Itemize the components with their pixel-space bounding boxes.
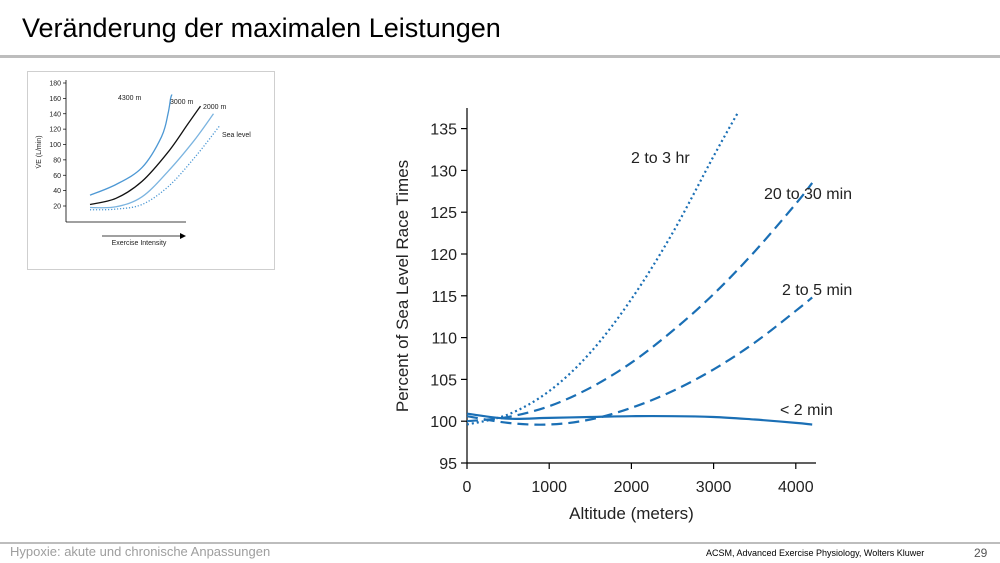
series-line-2-to-3-hr: [466, 111, 740, 426]
source-citation: ACSM, Advanced Exercise Physiology, Wolt…: [706, 548, 925, 558]
x-tick-label: 3000: [696, 479, 732, 496]
inset-y-tick-label: 180: [49, 81, 61, 88]
inset-y-tick-label: 140: [49, 111, 61, 118]
inset-y-tick-label: 80: [53, 157, 61, 164]
y-tick-label: 100: [430, 414, 457, 431]
inset-series-label-4300-m: 4300 m: [118, 95, 142, 102]
series-line-2-min: [466, 412, 813, 426]
x-tick-label: 4000: [778, 479, 814, 496]
inset-x-axis-label: Exercise Intensity: [112, 240, 167, 247]
x-tick-label: 2000: [614, 479, 650, 496]
inset-y-tick-label: 40: [53, 188, 61, 195]
x-axis-label: Altitude (meters): [569, 504, 694, 523]
series-label-2-to-5-min: 2 to 5 min: [782, 282, 852, 299]
series-label-2-min: < 2 min: [780, 402, 833, 419]
y-tick-label: 130: [430, 163, 457, 180]
inset-series-line-sea-level: [89, 124, 221, 211]
title-divider: [0, 55, 1000, 58]
page-number: 29: [974, 546, 988, 560]
inset-series-line-3000-m: [89, 105, 202, 206]
y-tick-label: 95: [439, 456, 457, 473]
inset-series-line-4300-m: [89, 94, 173, 196]
y-tick-label: 135: [430, 122, 457, 139]
footer-topic: Hypoxie: akute und chronische Anpassunge…: [10, 544, 271, 559]
inset-series-line-2000-m: [89, 113, 215, 209]
series-label-20-to-30-min: 20 to 30 min: [764, 186, 852, 203]
inset-y-tick-label: 60: [53, 173, 61, 180]
y-axis-label: Percent of Sea Level Race Times: [393, 160, 412, 412]
inset-y-tick-label: 20: [53, 204, 61, 211]
y-tick-label: 125: [430, 205, 457, 222]
inset-series-label-3000-m: 3000 m: [170, 99, 194, 106]
x-tick-label: 0: [463, 479, 472, 496]
y-tick-label: 120: [430, 247, 457, 264]
inset-arrowhead-icon: [180, 233, 186, 239]
inset-y-tick-label: 160: [49, 96, 61, 103]
series-line-20-to-30-min: [466, 182, 814, 423]
footer-divider: [0, 542, 1000, 544]
inset-series-label-sea-level: Sea level: [222, 132, 251, 139]
slide-title: Veränderung der maximalen Leistungen: [22, 13, 501, 43]
ventilation-chart-frame: [27, 71, 275, 270]
series-label-2-to-3-hr: 2 to 3 hr: [631, 150, 690, 167]
inset-y-tick-label: 120: [49, 127, 61, 134]
y-tick-label: 105: [430, 372, 457, 389]
y-tick-label: 115: [431, 289, 457, 306]
inset-y-axis-label: V̇E (L/min): [35, 135, 43, 168]
inset-series-label-2000-m: 2000 m: [203, 104, 227, 111]
inset-y-tick-label: 100: [49, 142, 61, 149]
y-tick-label: 110: [431, 331, 457, 348]
series-line-2-to-5-min: [466, 296, 813, 426]
x-tick-label: 1000: [531, 479, 567, 496]
